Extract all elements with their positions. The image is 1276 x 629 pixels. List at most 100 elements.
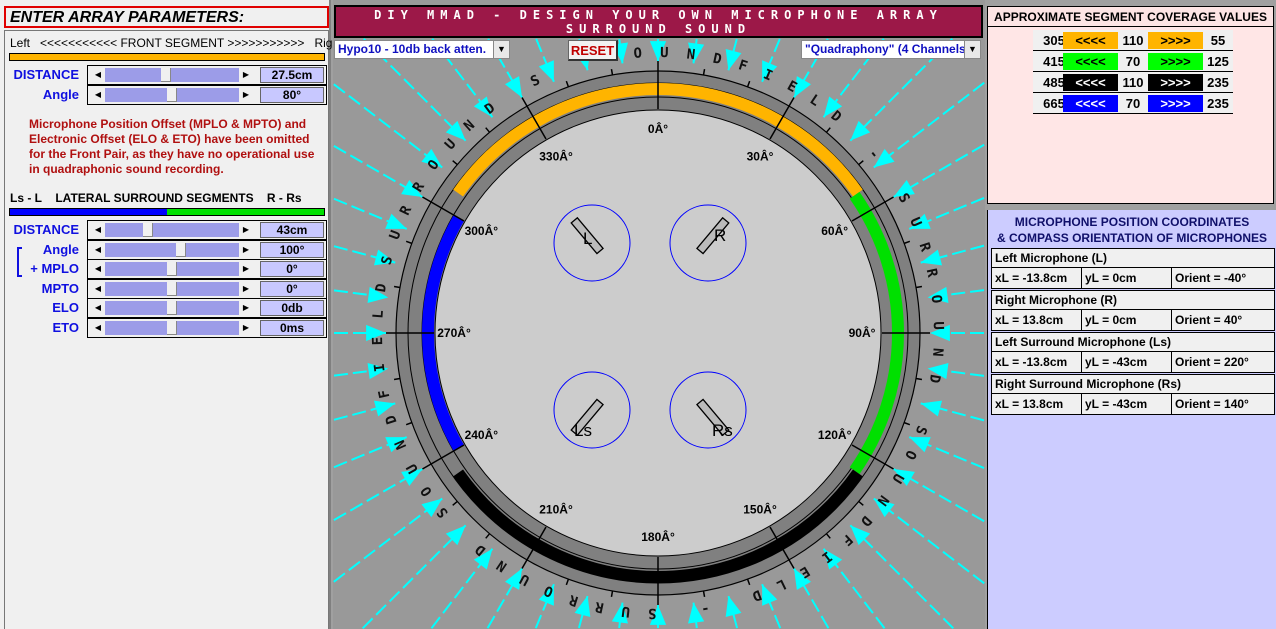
slider-value: 0ms — [260, 319, 324, 336]
format-dropdown[interactable]: "Quadraphony" (4 Channels) ▼ — [801, 40, 981, 59]
ring-text-letter: R — [567, 591, 580, 609]
ring-text-letter: D — [750, 586, 764, 604]
slider-track[interactable]: ◀ ▶ — [91, 242, 253, 257]
coordinates-title-line2: & COMPASS ORIENTATION OF MICROPHONES — [996, 231, 1267, 245]
slider-value: 0db — [260, 300, 324, 316]
sound-ray — [333, 245, 396, 264]
arrowhead-icon — [373, 400, 396, 417]
chevron-down-icon[interactable]: ▼ — [493, 41, 509, 58]
arrow-right-icon[interactable]: ▶ — [239, 223, 253, 237]
slider-thumb[interactable] — [143, 223, 154, 237]
mic-label: R — [714, 226, 726, 245]
angle-tick — [485, 127, 491, 133]
arrow-left-icon[interactable]: ◀ — [91, 87, 105, 102]
angle-tick — [851, 196, 894, 222]
arrow-left-icon[interactable]: ◀ — [91, 281, 105, 296]
ring-text-letter: N — [494, 557, 510, 575]
slider-thumb[interactable] — [167, 281, 177, 296]
slider-thumb[interactable] — [176, 242, 187, 257]
angle-tick — [422, 196, 465, 222]
parameter-slider[interactable]: ◀ ▶ 0° — [87, 259, 327, 279]
arrowhead-icon — [385, 437, 407, 453]
arrow-right-icon[interactable]: ▶ — [239, 87, 253, 102]
ring-text-letter: D — [711, 51, 723, 68]
angle-tick — [702, 68, 706, 76]
parameter-slider[interactable]: ◀ ▶ 27.5cm — [87, 65, 327, 85]
arrow-right-icon[interactable]: ▶ — [239, 320, 253, 335]
arrow-right-icon[interactable]: ▶ — [239, 242, 253, 257]
slider-track[interactable]: ◀ ▶ — [91, 262, 253, 276]
arrow-left-icon[interactable]: ◀ — [91, 320, 105, 335]
arrowhead-icon — [688, 42, 705, 64]
arrowhead-icon — [367, 363, 389, 380]
arrow-right-icon[interactable]: ▶ — [239, 262, 253, 276]
coordinates-title-line1: MICROPHONE POSITION COORDINATES — [1014, 215, 1250, 229]
arrow-right-icon[interactable]: ▶ — [239, 281, 253, 296]
angle-tick — [746, 80, 751, 88]
slider-value: 0° — [260, 280, 324, 297]
angle-label: 120Â° — [818, 427, 852, 442]
slider-track[interactable]: ◀ ▶ — [91, 281, 253, 296]
slider-thumb[interactable] — [161, 68, 172, 82]
arrowhead-icon — [794, 568, 812, 590]
lateral-segment-header: Ls - L LATERAL SURROUND SEGMENTS R - Rs — [10, 191, 302, 205]
reset-button[interactable]: RESET — [568, 40, 618, 61]
preset-dropdown[interactable]: Hypo10 - 10db back atten. ▼ — [334, 40, 510, 59]
slider-thumb[interactable] — [167, 301, 177, 315]
arrowhead-icon — [762, 60, 778, 82]
arrowhead-icon — [873, 498, 895, 518]
arrow-right-icon[interactable]: ▶ — [239, 301, 253, 315]
mic-y: yL = 0cm — [1082, 268, 1172, 288]
parameter-slider[interactable]: ◀ ▶ 80° — [87, 84, 327, 105]
coverage-row: 415 <<<< 70 >>>> 125 — [1033, 51, 1233, 72]
parameter-slider[interactable]: ◀ ▶ 100° — [87, 239, 327, 260]
angle-label: 60Â° — [821, 223, 848, 238]
coverage-width: 70 — [1125, 54, 1141, 69]
preset-value: Hypo10 - 10db back atten. — [338, 42, 487, 56]
slider-track[interactable]: ◀ ▶ — [91, 87, 253, 102]
arrowhead-icon — [893, 179, 915, 197]
angle-tick — [702, 590, 706, 598]
front-segment-header: Left <<<<<<<<<<< FRONT SEGMENT >>>>>>>>>… — [10, 36, 342, 50]
ring-text-letter: N — [929, 348, 946, 358]
parameter-slider[interactable]: ◀ ▶ 0ms — [87, 317, 327, 338]
arrowhead-icon — [927, 363, 949, 380]
arrow-left-icon[interactable]: ◀ — [91, 242, 105, 257]
arrow-left-icon[interactable]: ◀ — [91, 301, 105, 315]
arrowhead-icon — [445, 525, 466, 546]
angle-label: 0Â° — [648, 121, 668, 136]
microphone-icon — [570, 398, 604, 437]
ring-text-letter: O — [901, 447, 919, 462]
coverage-left-arrows: <<<< — [1063, 32, 1118, 49]
slider-track[interactable]: ◀ ▶ — [91, 223, 253, 237]
ring-text-letter: U — [621, 603, 631, 620]
ring-text-letter: S — [912, 423, 930, 436]
mic-pickup-circle — [669, 204, 747, 282]
arrowhead-icon — [893, 469, 915, 487]
parameter-slider[interactable]: ◀ ▶ 0° — [87, 278, 327, 299]
arrow-left-icon[interactable]: ◀ — [91, 68, 105, 82]
parameter-slider[interactable]: ◀ ▶ 0db — [87, 298, 327, 318]
slider-track[interactable]: ◀ ▶ — [91, 68, 253, 82]
coverage-right-arrows: >>>> — [1148, 95, 1203, 112]
slider-thumb[interactable] — [167, 262, 177, 276]
slider-track[interactable]: ◀ ▶ — [91, 320, 253, 335]
mic-name: Right Microphone (R) — [992, 291, 1274, 310]
arrow-left-icon[interactable]: ◀ — [91, 223, 105, 237]
arrowhead-icon — [927, 286, 949, 303]
ring-text-letter: E — [370, 337, 386, 346]
parameter-slider[interactable]: ◀ ▶ 43cm — [87, 220, 327, 240]
ring-text-letter: D — [383, 413, 401, 426]
angle-tick — [769, 526, 795, 569]
slider-track[interactable]: ◀ ▶ — [91, 301, 253, 315]
ring-text-letter: D — [926, 373, 943, 384]
arrow-right-icon[interactable]: ▶ — [239, 68, 253, 82]
ring-text-letter: N — [686, 47, 696, 64]
chevron-down-icon[interactable]: ▼ — [964, 41, 980, 58]
arrow-left-icon[interactable]: ◀ — [91, 262, 105, 276]
array-diagram-panel: DIY MMAD - DESIGN YOUR OWN MICROPHONE AR… — [333, 0, 985, 629]
slider-thumb[interactable] — [167, 87, 177, 102]
slider-value: 27.5cm — [260, 67, 324, 83]
slider-thumb[interactable] — [167, 320, 177, 335]
angle-tick — [903, 240, 911, 245]
